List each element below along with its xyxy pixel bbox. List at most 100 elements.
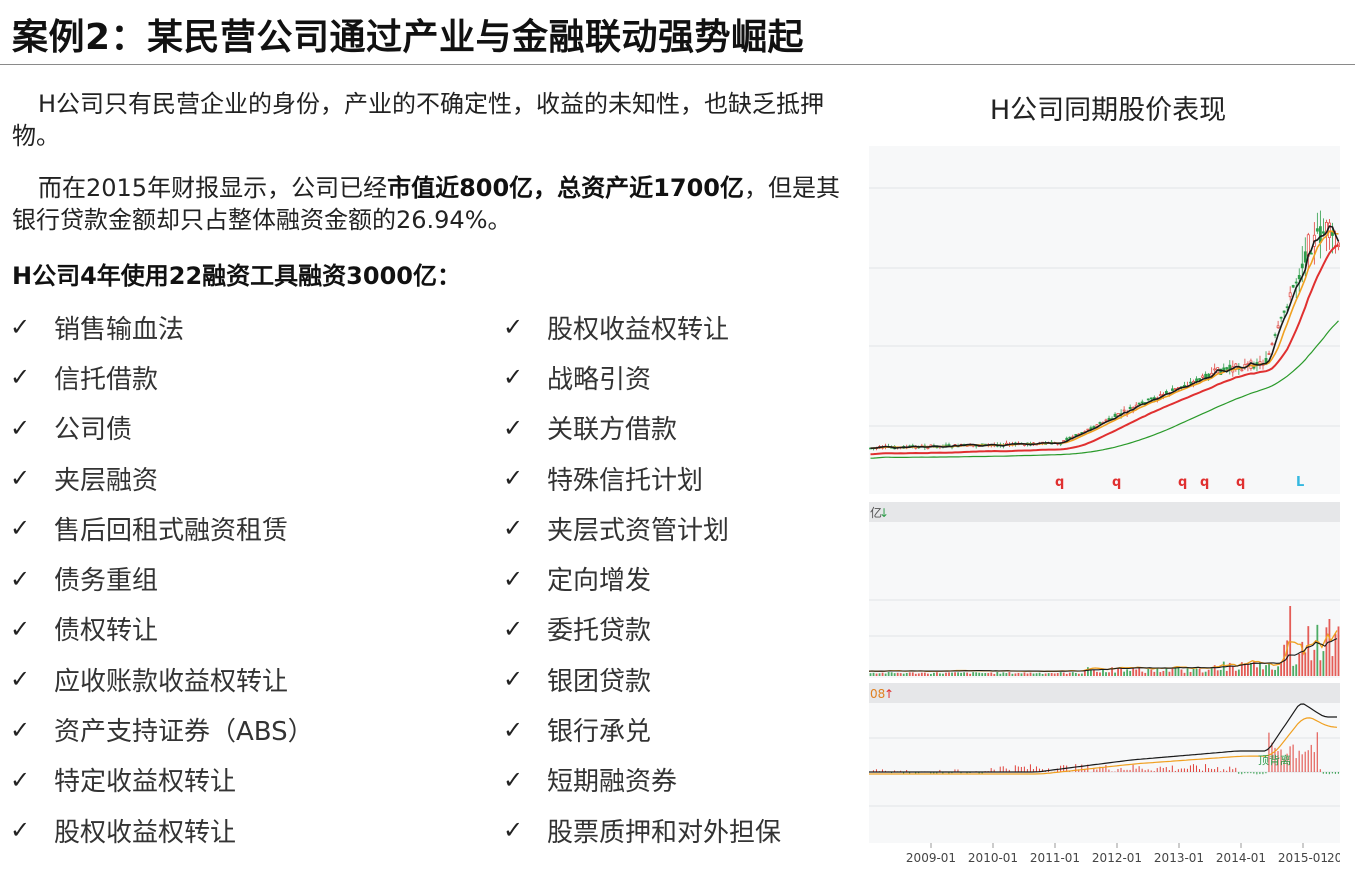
- volume-bar: [1243, 663, 1246, 676]
- volume-bar: [1325, 627, 1328, 676]
- volume-bar: [1195, 668, 1198, 676]
- macd-bar-positive: [1220, 771, 1222, 772]
- tool-item-label: 股票质押和对外担保: [547, 817, 782, 848]
- macd-bar-negative: [1265, 772, 1267, 774]
- up-arrow-icon: ↑: [884, 687, 894, 701]
- macd-bar-positive: [1099, 766, 1101, 772]
- tool-item-label: 股权收益权转让: [54, 817, 237, 848]
- tool-item-label: 股权收益权转让: [547, 314, 730, 345]
- intro-paragraph-2: 而在2015年财报显示，公司已经市值近800亿，总资产近1700亿，但是其银行贷…: [12, 172, 862, 236]
- checkmark-icon: ✓: [503, 816, 524, 845]
- macd-bar-negative: [966, 772, 968, 774]
- checkmark-icon: ✓: [10, 514, 31, 543]
- volume-bar: [1083, 671, 1086, 676]
- macd-bar-positive: [1153, 771, 1155, 772]
- tool-item-label: 特殊信托计划: [547, 465, 704, 496]
- tool-item-right-4: ✓ 特殊信托计划: [503, 453, 781, 503]
- volume-bar: [1050, 673, 1053, 676]
- volume-bar: [1274, 669, 1276, 676]
- volume-bar: [1247, 663, 1249, 676]
- volume-bar: [1186, 668, 1189, 676]
- tool-item-left-4: ✓ 夹层融资: [10, 453, 314, 503]
- tool-item-left-8: ✓ 应收账款收益权转让: [10, 654, 314, 704]
- volume-bar: [1240, 662, 1243, 676]
- macd-bar-positive: [1138, 766, 1140, 772]
- tool-item-label: 委托贷款: [547, 616, 652, 647]
- volume-bar: [1168, 671, 1171, 676]
- macd-bar-positive: [1026, 769, 1028, 772]
- tool-item-left-11: ✓ 股权收益权转让: [10, 805, 314, 855]
- x-axis-ticks: 2009-01 2010-01 2011-01 2012-01 2013-01 2014-…: [906, 843, 1340, 865]
- volume-bar: [1074, 672, 1077, 676]
- macd-bar-positive: [1144, 770, 1146, 772]
- tools-list-right: ✓ 股权收益权转让 ✓ 战略引资 ✓ 关联方借款 ✓ 特殊信托计划 ✓ 夹层式资管计划 ✓ 定向增发 ✓…: [503, 302, 781, 855]
- macd-dea-line: [869, 717, 1338, 775]
- macd-bar-negative: [936, 772, 938, 775]
- volume-bar: [1090, 669, 1092, 676]
- candle-body: [1321, 231, 1325, 234]
- macd-bar-positive: [1235, 767, 1237, 772]
- volume-bar: [887, 672, 890, 676]
- macd-bar-positive: [939, 769, 941, 772]
- volume-bar: [1280, 662, 1283, 676]
- volume-bar: [1138, 667, 1141, 676]
- volume-bar: [917, 673, 920, 676]
- tool-item-label: 关联方借款: [547, 415, 678, 446]
- candle-body: [1297, 275, 1301, 280]
- macd-header-bar: [869, 683, 1340, 703]
- volume-bar: [1304, 652, 1307, 676]
- macd-bar-positive: [1165, 767, 1167, 772]
- macd-bar-negative: [981, 772, 983, 774]
- macd-bar-positive: [1186, 768, 1188, 772]
- tool-item-right-5: ✓ 夹层式资管计划: [503, 503, 781, 553]
- candle-body: [1164, 391, 1168, 394]
- macd-bar-positive: [1211, 768, 1213, 772]
- candle-body: [1092, 426, 1096, 429]
- checkmark-icon: ✓: [503, 715, 524, 744]
- intro-text-2a: 而在2015年财报显示，公司已经: [38, 174, 388, 202]
- macd-bar-negative: [1322, 772, 1324, 774]
- volume-bar: [1153, 671, 1156, 676]
- volume-bar: [923, 672, 926, 676]
- chart-title: H公司同期股价表现: [989, 95, 1227, 126]
- volume-bar: [1005, 673, 1008, 676]
- volume-bar: [896, 672, 899, 676]
- volume-bar: [1237, 669, 1240, 676]
- tool-item-label: 夹层融资: [54, 465, 159, 496]
- volume-bar: [1068, 672, 1071, 676]
- x-tick-label: 2010-01: [968, 851, 1018, 865]
- macd-bar-positive: [872, 770, 874, 772]
- macd-bar-positive: [1005, 768, 1007, 772]
- macd-bar-positive: [993, 769, 995, 772]
- tool-item-label: 银团贷款: [547, 666, 652, 697]
- macd-bar-negative: [1238, 772, 1240, 774]
- volume-bar: [890, 672, 893, 676]
- volume-bar: [1204, 671, 1207, 676]
- candle-body: [1113, 413, 1117, 418]
- macd-bar-positive: [1295, 758, 1297, 772]
- volume-bar: [1105, 672, 1107, 676]
- candle-body: [1140, 401, 1144, 404]
- macd-bar-negative: [1334, 772, 1336, 774]
- macd-bar-positive: [1087, 764, 1089, 772]
- tool-item-left-10: ✓ 特定收益权转让: [10, 755, 314, 805]
- macd-bar-negative: [948, 772, 950, 775]
- volume-bar: [1020, 673, 1023, 676]
- volume-bar: [1334, 633, 1337, 676]
- volume-bar: [981, 673, 984, 676]
- x-tick-label: 2016: [1327, 851, 1340, 865]
- macd-bar-negative: [1256, 772, 1258, 775]
- candle-body: [1074, 434, 1078, 436]
- macd-bar-positive: [1156, 768, 1158, 772]
- volume-bar: [911, 672, 914, 676]
- candle-body: [1225, 367, 1229, 370]
- macd-bar-positive: [1096, 769, 1098, 772]
- volume-bar: [1062, 672, 1065, 676]
- macd-bar-positive: [1292, 744, 1294, 772]
- candle-body: [1303, 251, 1307, 263]
- volume-bar: [1180, 669, 1183, 676]
- candle-body: [1171, 388, 1174, 391]
- macd-annotation: 顶背离: [1258, 753, 1291, 767]
- macd-bar-positive: [1280, 749, 1282, 772]
